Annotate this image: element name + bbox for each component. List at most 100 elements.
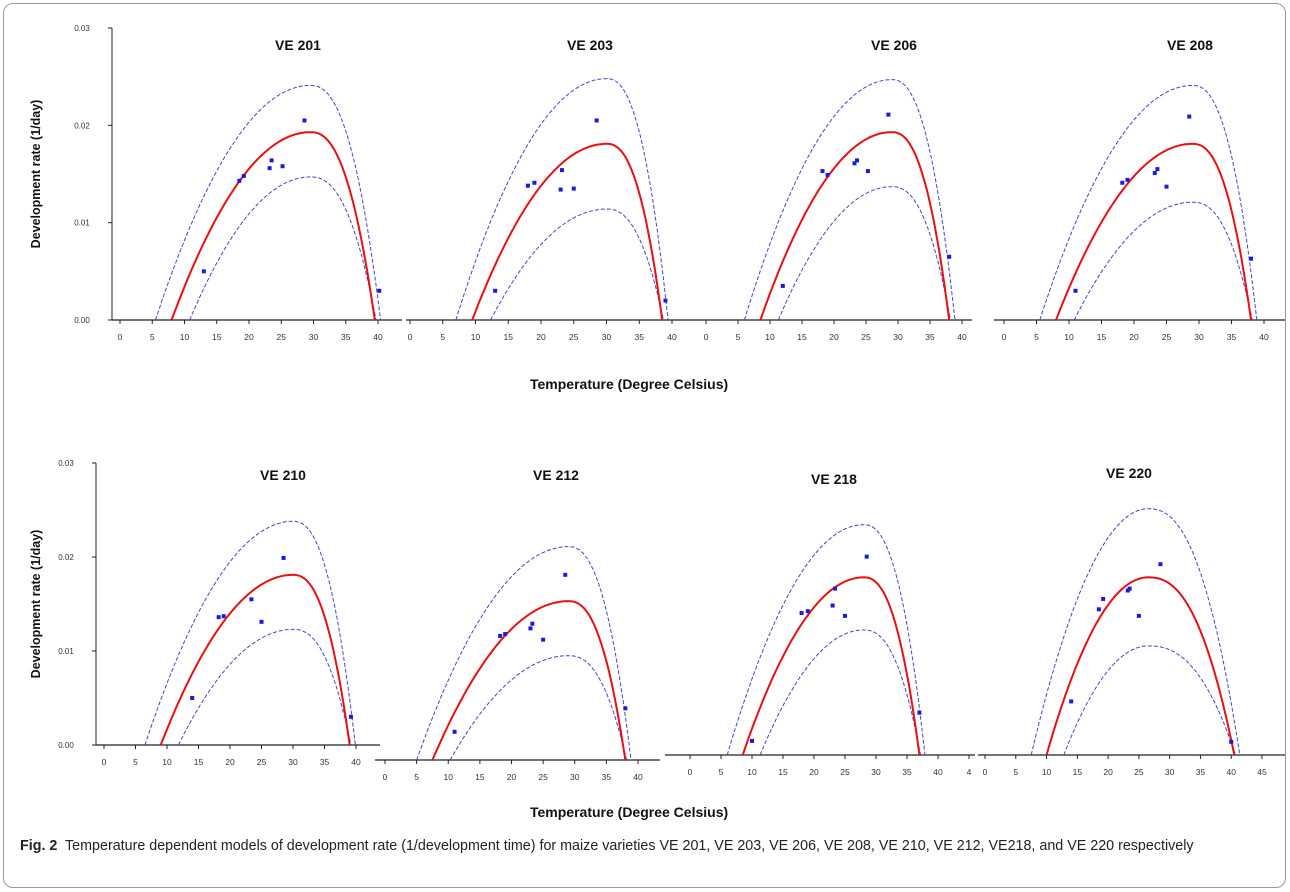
x-tick-label: 30 (1165, 767, 1175, 777)
data-point (663, 298, 668, 303)
x-tick-label: 15 (212, 332, 222, 342)
x-tick-label: 35 (602, 772, 612, 782)
chart-panel-5: 0 5 10 15 20 25 30 35 40 0.00 0.01 0.02 0.03 Developm… (29, 459, 380, 767)
ci-upper-curve (1030, 508, 1241, 756)
data-point (221, 614, 226, 619)
model-fit-curve (741, 576, 921, 756)
x-tick-label: 40 (351, 757, 361, 767)
x-tick-label: 25 (257, 757, 267, 767)
x-tick-label: 0 (102, 757, 107, 767)
y-tick-label: 0.01 (74, 219, 90, 228)
panel-title: VE 206 (871, 37, 917, 53)
data-point (1136, 613, 1141, 618)
data-point (302, 118, 307, 123)
x-tick-label: 20 (1103, 767, 1113, 777)
x-tick-label: 5 (736, 332, 741, 342)
data-point (493, 288, 498, 293)
x-tick-label: 35 (1196, 767, 1206, 777)
x-tick-label: 10 (1042, 767, 1052, 777)
x-tick-label: 5 (414, 772, 419, 782)
x-tick-label: 25 (1162, 332, 1172, 342)
y-tick-label: 0.01 (58, 647, 74, 656)
x-tick-label: 5 (133, 757, 138, 767)
x-tick-label: 10 (471, 332, 481, 342)
chart-panel-1: 0 5 10 15 20 25 30 35 40 0.00 0.01 0.02 0.03 Developm… (29, 24, 402, 342)
model-fit-curve (759, 131, 951, 321)
data-point (348, 714, 353, 719)
data-point (1096, 607, 1101, 612)
ci-lower-curve (1063, 645, 1236, 756)
chart-panel-6: 0 5 10 15 20 25 30 35 40 VE 212 (375, 467, 660, 782)
x-tick-label: 20 (244, 332, 254, 342)
ci-lower-curve (189, 176, 377, 321)
panel-title: VE 208 (1167, 37, 1213, 53)
y-tick-label: 0.00 (74, 316, 90, 325)
data-point (1073, 288, 1078, 293)
x-tick-label: 0 (1002, 332, 1007, 342)
panel-title: VE 210 (260, 467, 306, 483)
data-point (1229, 739, 1234, 744)
data-point (532, 180, 537, 185)
x-tick-label: 5 (1013, 767, 1018, 777)
data-point (594, 118, 599, 123)
data-point (1120, 180, 1125, 185)
data-point (249, 597, 254, 602)
x-tick-label: 25 (1134, 767, 1144, 777)
figure-plots: 0 5 10 15 20 25 30 35 400.000.010.020.03Developm… (29, 24, 1285, 782)
ci-lower-curve (490, 208, 664, 321)
x-tick-label: 20 (1129, 332, 1139, 342)
data-point (1152, 171, 1157, 176)
data-point (559, 168, 564, 173)
x-tick-label: 30 (893, 332, 903, 342)
x-tick-label: 20 (809, 767, 819, 777)
data-point (281, 555, 286, 560)
x-tick-label: 40 (933, 767, 943, 777)
caption-label: Fig. 2 (20, 838, 58, 854)
ci-upper-curve (726, 524, 926, 756)
data-point (855, 158, 860, 163)
x-axis-title-top: Temperature (Degree Celsius) (530, 376, 729, 392)
x-tick-label: 35 (635, 332, 645, 342)
data-point (190, 696, 195, 700)
data-point (799, 611, 804, 616)
x-tick-label: 5 (150, 332, 155, 342)
ci-upper-curve (144, 520, 356, 746)
data-point (1187, 114, 1192, 119)
data-point (833, 586, 838, 591)
ci-lower-curve (177, 628, 352, 746)
data-point (852, 161, 857, 166)
chart-panel-2: 0 5 10 15 20 25 30 35 40 VE 203 (406, 37, 706, 342)
chart-panel-7: 0 5 10 15 20 25 30 35 40 4 VE 218 (665, 471, 975, 777)
x-tick-label: 15 (475, 772, 485, 782)
model-fit-curve (170, 131, 376, 321)
ci-lower-curve (777, 186, 951, 321)
x-tick-label: 30 (570, 772, 580, 782)
model-fit-curve (471, 142, 664, 321)
data-point (623, 706, 628, 711)
data-point (201, 269, 206, 274)
x-tick-label: 40 (1226, 767, 1236, 777)
x-tick-label: 40 (633, 772, 643, 782)
ci-upper-curve (743, 79, 956, 321)
x-tick-label: 25 (840, 767, 850, 777)
x-tick-label: 0 (704, 332, 709, 342)
x-tick-label: 10 (180, 332, 190, 342)
x-tick-label: 25 (538, 772, 548, 782)
data-point (830, 603, 835, 608)
panel-title: VE 203 (567, 37, 613, 53)
x-tick-label: 15 (778, 767, 788, 777)
data-point (216, 615, 221, 620)
data-point (1164, 184, 1169, 189)
data-point (237, 178, 242, 183)
x-tick-label: 0 (118, 332, 123, 342)
chart-panel-4: 0 5 10 15 20 25 30 35 40 VE 208 (994, 37, 1285, 342)
y-axis-title: Development rate (1/day) (29, 530, 43, 679)
x-tick-label: 20 (507, 772, 517, 782)
ci-upper-curve (155, 84, 382, 321)
x-tick-label: 30 (309, 332, 319, 342)
panel-title: VE 220 (1106, 465, 1152, 481)
x-axis-title-bottom: Temperature (Degree Celsius) (530, 804, 729, 820)
data-point (267, 166, 272, 171)
x-tick-label: 10 (1064, 332, 1074, 342)
x-tick-label: 5 (1034, 332, 1039, 342)
